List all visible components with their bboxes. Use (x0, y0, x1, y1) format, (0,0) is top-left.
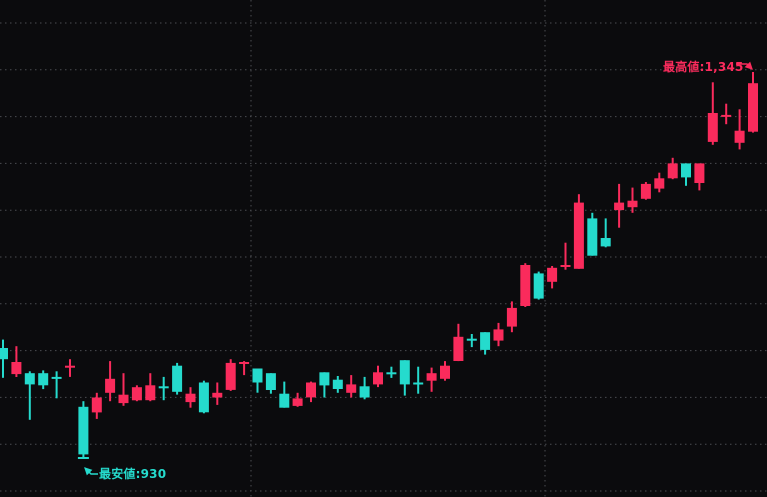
low-tick-mark (77, 457, 89, 459)
candle-body (11, 362, 22, 375)
candle-body (466, 338, 477, 341)
candle-body (252, 368, 263, 383)
candle-body (24, 373, 35, 385)
candle-body (681, 163, 691, 178)
candle-body (158, 386, 169, 389)
candle-wick (55, 371, 58, 399)
candle-body (198, 382, 209, 413)
candle-body (426, 373, 437, 381)
candle-body (654, 178, 665, 189)
low-arrow-icon (84, 467, 98, 476)
candle-body (533, 273, 544, 299)
candle-body (145, 385, 156, 401)
candle-body (91, 397, 102, 413)
candle-body (640, 183, 651, 199)
candle-body (78, 406, 89, 455)
candle-body (346, 384, 357, 393)
candle-body (359, 386, 370, 398)
candle-body (520, 265, 531, 306)
candle-body (694, 163, 705, 183)
candle-wick (631, 187, 634, 213)
candle-wick (564, 242, 567, 270)
candle-body (105, 378, 116, 393)
candle-wick (122, 373, 125, 406)
candle-wick (417, 366, 420, 394)
candle-body (306, 382, 316, 398)
candle-body (118, 394, 129, 404)
candle-body (386, 372, 397, 375)
candle-wick (738, 109, 741, 150)
candle-body (292, 398, 303, 406)
candle-body (453, 336, 464, 361)
candle-body (265, 373, 276, 390)
candle-body (587, 218, 598, 256)
candle-body (493, 329, 504, 341)
candle-body (627, 200, 638, 208)
candle-wick (725, 103, 728, 125)
candle-body (319, 372, 330, 386)
candle-body (373, 372, 383, 385)
candle-wick (28, 371, 31, 420)
candle-body (707, 113, 718, 142)
candle-body (560, 265, 571, 267)
candle-body (185, 393, 196, 403)
candle-wick (162, 376, 165, 401)
candle-wick (604, 218, 607, 248)
candle-body (506, 307, 517, 327)
candle-body (734, 130, 745, 143)
candle-body (667, 163, 678, 179)
candle-body (38, 373, 49, 386)
candle-body (573, 202, 584, 269)
candle-wick (15, 346, 18, 377)
candle-body (239, 362, 250, 364)
candle-body (413, 382, 424, 385)
high-arrow-icon (736, 61, 753, 70)
candle-wick (69, 359, 71, 377)
candle-body (614, 202, 625, 211)
candle-body (225, 362, 236, 390)
candle-body (212, 392, 223, 398)
candle-body (51, 376, 62, 379)
candle-body (65, 365, 75, 368)
candle-body (172, 365, 183, 392)
candle-body (399, 360, 410, 385)
candle-body (279, 393, 290, 408)
candle-body (480, 332, 491, 350)
candle-body (748, 83, 758, 132)
candle-wick (243, 361, 246, 376)
candle-body (131, 387, 142, 401)
candle-body (547, 267, 558, 282)
candle-body (0, 348, 8, 360)
candle-body (332, 379, 343, 389)
candle-body (600, 238, 611, 247)
candle-body (721, 114, 732, 117)
candle-body (440, 365, 450, 379)
